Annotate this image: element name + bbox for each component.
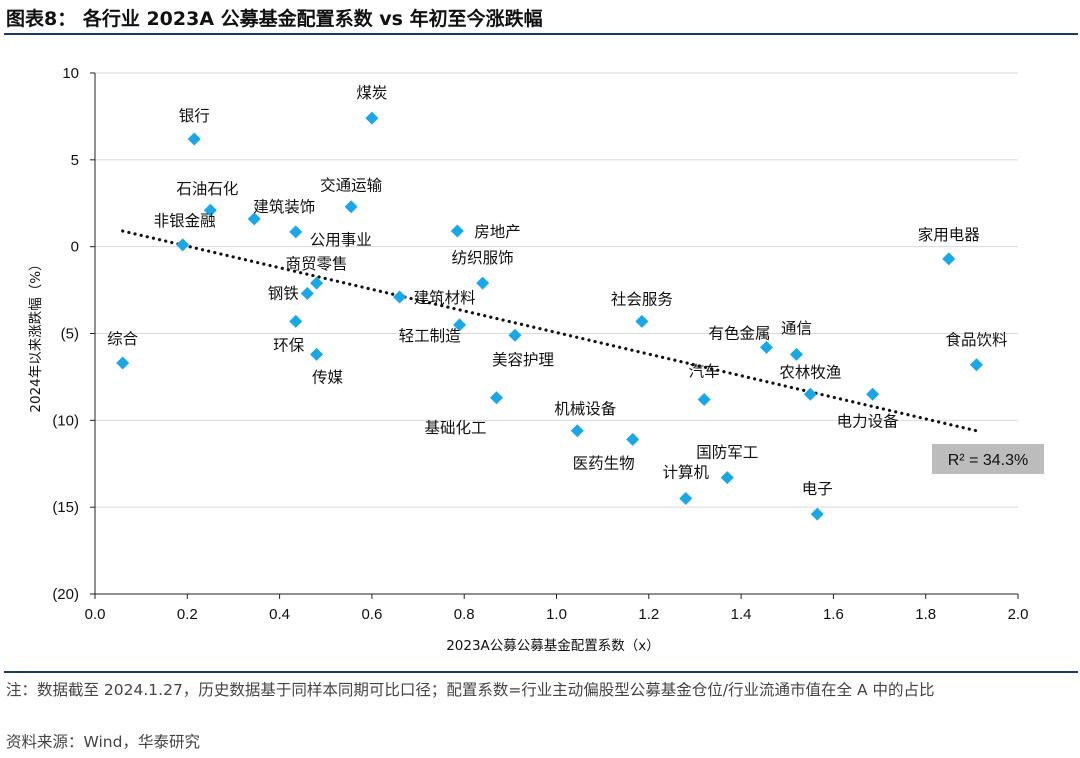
- data-point-label: 传媒: [312, 368, 344, 386]
- data-point: [176, 238, 190, 252]
- footer-divider: [4, 671, 1078, 673]
- trendline-group: [121, 229, 979, 433]
- x-tick-label: 0.8: [454, 606, 475, 623]
- x-tick-label: 0.6: [361, 606, 382, 623]
- data-point: [803, 387, 817, 401]
- data-point-label: 环保: [273, 336, 305, 354]
- data-point-label: 综合: [107, 330, 139, 348]
- trendline: [121, 229, 979, 433]
- data-point: [116, 356, 130, 370]
- scatter-chart: 10 5 0 (5) (10) (15) (20) 0.0 0.2 0.4 0.6 0.8 1.0 1.2…: [28, 65, 1044, 654]
- data-point: [310, 276, 324, 290]
- data-point: [789, 347, 803, 361]
- footnote: 注：数据截至 2024.1.27，历史数据基于同样本同期可比口径；配置系数=行业…: [6, 681, 935, 699]
- gridlines: [95, 72, 1018, 508]
- data-point-label: 纺织服饰: [452, 249, 514, 267]
- data-point-label: 非银金融: [154, 212, 216, 230]
- data-point-label: 基础化工: [424, 419, 486, 437]
- data-point-label: 轻工制造: [399, 327, 462, 345]
- y-tick-label: (20): [52, 586, 79, 603]
- r-squared-background: [932, 444, 1044, 474]
- data-point-label: 计算机: [662, 462, 709, 481]
- data-point: [187, 132, 201, 146]
- data-point: [247, 212, 261, 226]
- y-tick-label: 0: [71, 239, 79, 256]
- data-point: [300, 287, 314, 301]
- y-tick-label: (10): [52, 412, 79, 429]
- data-point-label: 家用电器: [918, 226, 981, 244]
- data-point: [365, 111, 379, 125]
- data-point: [344, 200, 358, 214]
- x-tick-label: 1.0: [546, 606, 567, 623]
- title-divider: [4, 33, 1078, 35]
- data-point: [453, 318, 467, 332]
- data-point: [393, 290, 407, 304]
- data-point: [289, 314, 303, 328]
- data-point: [570, 424, 584, 438]
- x-tick-label: 2.0: [1008, 606, 1029, 623]
- data-point: [866, 387, 880, 401]
- data-point: [942, 252, 956, 266]
- chart-title: 图表8： 各行业 2023A 公募基金配置系数 vs 年初至今涨跌幅: [6, 8, 543, 30]
- data-point: [635, 314, 649, 328]
- data-point: [626, 432, 640, 446]
- data-point: [720, 471, 734, 485]
- data-point: [759, 340, 773, 354]
- r-squared-label: R² = 34.3%: [948, 452, 1028, 469]
- data-point-label: 美容护理: [492, 351, 554, 369]
- data-points: [116, 111, 983, 521]
- data-point-label: 电子: [802, 480, 833, 498]
- data-point: [490, 391, 504, 405]
- data-point: [697, 392, 711, 406]
- data-point-label: 农林牧渔: [779, 363, 841, 381]
- data-point-label: 机械设备: [554, 400, 617, 418]
- x-tick-label: 0.2: [177, 606, 198, 623]
- x-tick-label: 0.4: [269, 606, 290, 623]
- data-point: [450, 224, 464, 238]
- data-point-label: 医药生物: [573, 454, 635, 472]
- x-axis-label: 2023A公募公募基金配置系数（x）: [446, 637, 660, 654]
- data-point-label: 公用事业: [310, 231, 372, 249]
- data-point: [203, 203, 217, 217]
- x-tick-label: 1.6: [823, 606, 844, 623]
- axes: 10 5 0 (5) (10) (15) (20) 0.0 0.2 0.4 0.6 0.8 1.0 1.2…: [52, 65, 1028, 623]
- data-point: [810, 507, 824, 521]
- y-tick-label: (15): [52, 499, 79, 516]
- data-point-label: 煤炭: [356, 84, 387, 102]
- data-point: [679, 491, 693, 505]
- x-tick-label: 1.8: [915, 606, 936, 623]
- data-point: [508, 328, 522, 342]
- data-point-label: 房地产: [474, 223, 521, 241]
- x-tick-label: 1.2: [638, 606, 659, 623]
- data-point: [310, 347, 324, 361]
- data-point-label: 电力设备: [837, 412, 900, 430]
- data-point-label: 建筑装饰: [253, 198, 315, 216]
- y-tick-label: 5: [71, 152, 79, 169]
- data-point-label: 通信: [781, 319, 812, 337]
- data-point-label: 建筑材料: [414, 289, 476, 307]
- y-axis-label: 2024年以来涨跌幅（%）: [28, 257, 44, 412]
- data-point-label: 银行: [179, 107, 210, 125]
- data-point-label: 交通运输: [320, 177, 383, 195]
- x-tick-label: 0.0: [85, 606, 106, 623]
- data-point-label: 钢铁: [268, 285, 299, 303]
- data-point: [476, 276, 490, 290]
- data-point-label: 商贸零售: [286, 255, 348, 273]
- data-point-label: 石油石化: [176, 180, 238, 198]
- x-tick-label: 1.4: [731, 606, 752, 623]
- data-point-label: 社会服务: [611, 290, 673, 308]
- data-point-label: 有色金属: [708, 324, 770, 342]
- data-point-label: 国防军工: [696, 444, 758, 462]
- data-point: [289, 225, 303, 239]
- source-note: 资料来源：Wind，华泰研究: [6, 733, 200, 751]
- y-tick-label: 10: [62, 65, 79, 82]
- r-squared-box: R² = 34.3%: [932, 444, 1044, 474]
- data-point-label: 食品饮料: [945, 331, 1007, 349]
- data-point-label: 汽车: [689, 362, 720, 380]
- y-tick-label: (5): [61, 326, 79, 343]
- data-point: [969, 358, 983, 372]
